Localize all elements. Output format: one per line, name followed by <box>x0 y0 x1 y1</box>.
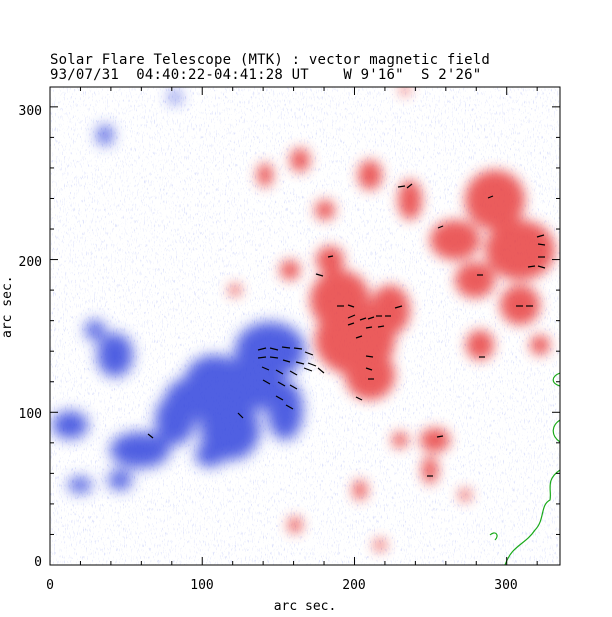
positive-polarity <box>229 87 555 551</box>
y-axis-label: arc sec. <box>0 275 15 338</box>
x-tick-label: 0 <box>46 578 54 593</box>
negative-polarity <box>52 91 305 493</box>
title-line-2: 93/07/31 04:40:22-04:41:28 UT W 9'16" S … <box>50 67 482 83</box>
title-line-1: Solar Flare Telescope (MTK) : vector mag… <box>50 52 491 68</box>
y-tick-label: 100 <box>18 407 42 422</box>
plot-frame <box>49 86 561 566</box>
contour-lines <box>489 372 560 565</box>
y-tick-label: 200 <box>18 255 42 270</box>
x-tick-label: 100 <box>190 578 214 593</box>
y-tick-label: 300 <box>18 104 42 119</box>
x-tick-label: 200 <box>342 578 366 593</box>
y-tick-label: 0 <box>34 555 42 570</box>
field-vectors <box>147 183 546 477</box>
x-axis-label: arc sec. <box>273 599 337 614</box>
axis-ticks <box>49 87 560 566</box>
x-tick-label: 300 <box>494 578 518 593</box>
